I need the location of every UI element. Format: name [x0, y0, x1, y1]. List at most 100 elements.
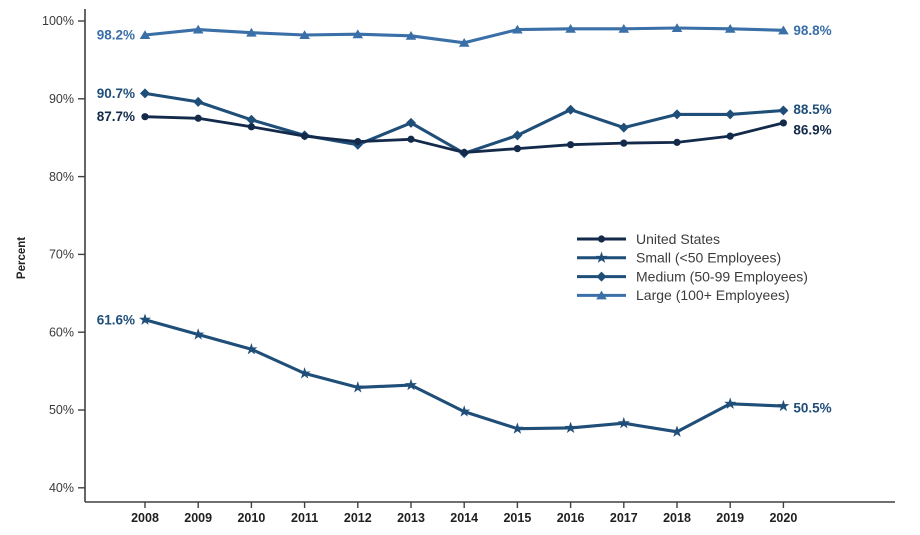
marker-star-small-50-employees — [405, 378, 417, 391]
marker-diamond-medium-50-99-employees — [618, 122, 629, 133]
series-united-states — [141, 113, 788, 157]
last-value-label-small-50-employees: 50.5% — [793, 401, 831, 416]
y-tick-label: 80% — [49, 170, 74, 184]
first-value-label-united-states: 87.7% — [97, 109, 135, 124]
last-value-label-united-states: 86.9% — [793, 122, 831, 137]
marker-triangle-large-100-employees — [458, 37, 470, 47]
marker-circle-united-states — [726, 132, 734, 140]
marker-circle-united-states — [460, 148, 468, 157]
legend-item-large-100-employees: Large (100+ Employees) — [577, 287, 790, 303]
marker-diamond-medium-50-99-employees — [406, 117, 416, 128]
marker-circle-united-states — [567, 141, 575, 149]
y-tick-label: 60% — [49, 325, 74, 339]
y-tick-label: 50% — [49, 403, 74, 417]
marker-circle-united-states — [141, 113, 149, 121]
x-tick-label: 2013 — [397, 511, 425, 525]
legend-label: Large (100+ Employees) — [636, 287, 790, 303]
y-tick-label: 90% — [49, 92, 74, 106]
marker-triangle-large-100-employees — [565, 23, 576, 33]
first-value-label-large-100-employees: 98.2% — [97, 28, 135, 43]
x-tick-label: 2018 — [663, 511, 691, 525]
x-tick-label: 2012 — [344, 511, 372, 525]
marker-triangle-large-100-employees — [192, 24, 204, 34]
last-value-label-large-100-employees: 98.8% — [793, 23, 831, 38]
legend-item-small-50-employees: Small (<50 Employees) — [577, 250, 781, 266]
marker-triangle-large-100-employees — [352, 29, 364, 39]
legend-marker-star — [595, 251, 608, 263]
series-small-50-employees — [139, 313, 790, 437]
marker-diamond-medium-50-99-employees — [778, 105, 789, 116]
x-tick-label: 2019 — [716, 511, 744, 525]
marker-triangle-large-100-employees — [405, 30, 417, 40]
x-tick-label: 2017 — [610, 511, 638, 525]
marker-star-small-50-employees — [351, 381, 364, 393]
marker-diamond-medium-50-99-employees — [246, 114, 257, 125]
y-axis-label: Percent — [16, 237, 28, 279]
marker-star-small-50-employees — [298, 367, 311, 379]
marker-star-small-50-employees — [245, 343, 258, 355]
marker-star-small-50-employees — [617, 416, 630, 429]
legend: United States Small (<50 Employees) Medium… — [577, 231, 808, 303]
marker-star-small-50-employees — [564, 421, 577, 433]
marker-circle-united-states — [673, 138, 681, 146]
legend-item-medium-50-99-employees: Medium (50-99 Employees) — [577, 268, 808, 284]
marker-triangle-large-100-employees — [299, 30, 310, 40]
first-value-label-small-50-employees: 61.6% — [97, 312, 135, 327]
y-tick-label: 40% — [49, 481, 74, 495]
y-tick-label: 70% — [49, 248, 74, 262]
marker-diamond-medium-50-99-employees — [672, 109, 682, 120]
series-line-united-states — [143, 115, 785, 154]
legend-marker-circle — [597, 235, 606, 243]
series-line-small-50-employees — [143, 318, 785, 434]
x-tick-label: 2008 — [131, 511, 159, 525]
marker-triangle-large-100-employees — [778, 25, 789, 35]
marker-star-small-50-employees — [724, 397, 737, 409]
series-line-medium-50-99-employees — [143, 91, 785, 155]
marker-circle-united-states — [247, 123, 255, 131]
marker-diamond-medium-50-99-employees — [512, 130, 523, 141]
first-value-label-medium-50-99-employees: 90.7% — [97, 86, 135, 101]
marker-star-small-50-employees — [192, 328, 205, 340]
marker-circle-united-states — [354, 137, 362, 146]
x-tick-label: 2016 — [557, 511, 585, 525]
marker-circle-united-states — [407, 135, 415, 143]
y-tick-label: 100% — [42, 14, 74, 28]
marker-star-small-50-employees — [458, 405, 471, 417]
marker-triangle-large-100-employees — [512, 24, 523, 34]
marker-circle-united-states — [301, 132, 309, 140]
marker-diamond-medium-50-99-employees — [140, 88, 150, 99]
marker-circle-united-states — [513, 144, 522, 153]
marker-diamond-medium-50-99-employees — [725, 109, 736, 120]
marker-triangle-large-100-employees — [618, 23, 630, 33]
marker-star-small-50-employees — [671, 425, 683, 437]
marker-circle-united-states — [779, 119, 788, 127]
legend-label: United States — [636, 231, 720, 247]
last-value-label-medium-50-99-employees: 88.5% — [793, 102, 831, 117]
marker-star-small-50-employees — [777, 399, 790, 412]
marker-triangle-large-100-employees — [671, 23, 683, 33]
marker-diamond-medium-50-99-employees — [565, 104, 576, 115]
marker-star-small-50-employees — [139, 313, 151, 325]
legend-marker-diamond — [596, 271, 607, 282]
marker-triangle-large-100-employees — [246, 27, 257, 37]
x-tick-label: 2009 — [184, 511, 212, 525]
marker-circle-united-states — [194, 114, 202, 122]
axes: 100% 90% 80% 70% 60% 50% 40% 2008 2009 2010 2011 20… — [42, 9, 895, 525]
x-tick-label: 2020 — [769, 511, 797, 525]
legend-item-united-states: United States — [577, 231, 720, 247]
x-tick-label: 2011 — [291, 511, 318, 525]
legend-label: Medium (50-99 Employees) — [636, 268, 808, 284]
marker-triangle-large-100-employees — [724, 23, 736, 33]
legend-label: Small (<50 Employees) — [636, 250, 781, 266]
marker-circle-united-states — [620, 139, 628, 147]
marker-diamond-medium-50-99-employees — [193, 96, 204, 107]
series-large-100-employees — [139, 23, 789, 47]
x-tick-label: 2015 — [503, 511, 531, 525]
marker-triangle-large-100-employees — [139, 30, 151, 40]
legend-marker-triangle — [596, 290, 607, 300]
x-tick-label: 2014 — [450, 511, 478, 525]
x-tick-label: 2010 — [237, 511, 265, 525]
marker-star-small-50-employees — [511, 422, 524, 434]
